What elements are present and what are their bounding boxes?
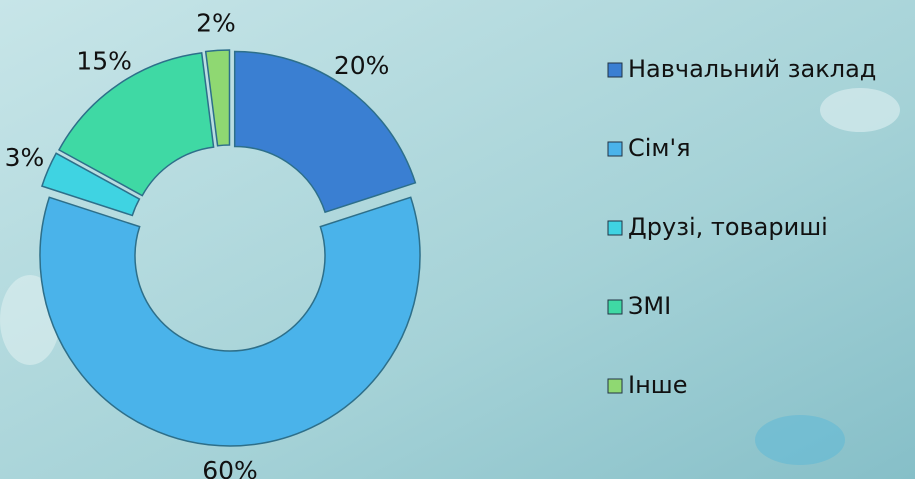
value-label: 60%	[202, 456, 258, 479]
decoration	[820, 88, 900, 132]
legend-swatch	[608, 379, 622, 393]
legend-swatch	[608, 300, 622, 314]
legend-swatch	[608, 142, 622, 156]
value-label: 2%	[196, 8, 236, 37]
legend-swatch	[608, 63, 622, 77]
legend-label: Інше	[628, 371, 688, 399]
legend-label: Друзі, товариші	[628, 213, 828, 241]
chart: 20% 60% 3% 15% 2% Навчальний заклад Сім'я Друзі…	[0, 0, 915, 479]
value-label: 15%	[76, 47, 132, 76]
legend-label: Навчальний заклад	[628, 55, 876, 83]
decoration	[755, 415, 845, 465]
page: 20% 60% 3% 15% 2% Навчальний заклад Сім'я Друзі…	[0, 0, 915, 479]
value-label: 20%	[334, 51, 390, 80]
value-label: 3%	[5, 143, 45, 172]
legend-label: Сім'я	[628, 134, 691, 162]
legend-swatch	[608, 221, 622, 235]
legend-label: ЗМІ	[628, 292, 671, 320]
